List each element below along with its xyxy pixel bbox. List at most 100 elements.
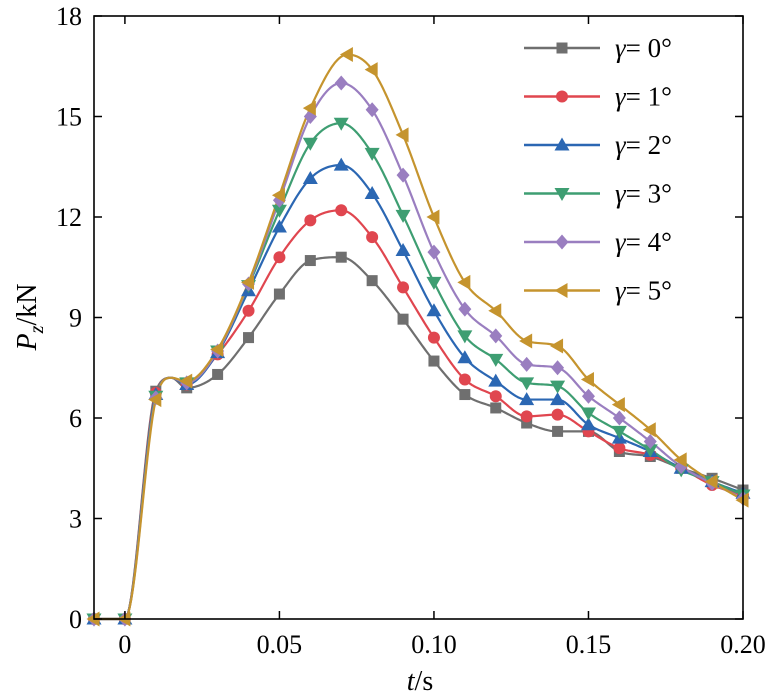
data-point-5 xyxy=(426,209,440,225)
data-point-1 xyxy=(242,304,255,317)
data-point-5 xyxy=(642,422,656,438)
legend-marker xyxy=(555,234,569,250)
legend-value: = 1° xyxy=(626,82,672,112)
y-axis-unit: /kN xyxy=(12,284,43,326)
data-point-2 xyxy=(550,392,566,406)
data-point-2 xyxy=(271,219,287,233)
data-point-5 xyxy=(179,373,193,389)
data-point-5 xyxy=(673,452,687,468)
legend-value: = 0° xyxy=(626,33,672,63)
legend-greek: γ xyxy=(615,227,627,257)
series-line-0 xyxy=(94,256,744,621)
x-tick-label: 0.20 xyxy=(720,630,766,659)
series-line-5 xyxy=(94,53,744,621)
series-line-1 xyxy=(94,209,744,621)
series-line-4 xyxy=(94,81,744,621)
legend-greek: γ xyxy=(615,33,627,63)
y-axis-subscript: z xyxy=(26,325,48,334)
data-point-2 xyxy=(364,186,380,200)
data-point-3 xyxy=(395,209,411,223)
x-tick-label: 0.10 xyxy=(411,630,457,659)
data-point-5 xyxy=(488,303,502,319)
legend-greek: γ xyxy=(615,179,627,209)
x-tick-label: 0.15 xyxy=(566,630,612,659)
y-axis-variable: P xyxy=(12,333,43,351)
data-point-5 xyxy=(210,341,224,357)
legend-value: = 2° xyxy=(626,130,672,160)
data-point-3 xyxy=(457,330,473,344)
data-point-5 xyxy=(241,274,255,290)
data-point-5 xyxy=(395,127,409,143)
legend-entry: γ= 2° xyxy=(524,130,672,160)
data-point-1 xyxy=(489,390,502,403)
legend-entry: γ= 4° xyxy=(524,227,672,257)
data-point-3 xyxy=(580,407,596,421)
data-point-3 xyxy=(364,147,380,161)
data-point-0 xyxy=(428,355,440,367)
data-point-3 xyxy=(333,117,349,131)
y-tick-label: 3 xyxy=(69,505,82,534)
legend-marker xyxy=(554,283,568,298)
data-point-0 xyxy=(366,275,378,287)
data-point-5 xyxy=(86,611,100,627)
data-point-1 xyxy=(304,214,317,227)
data-point-5 xyxy=(735,492,749,508)
data-point-1 xyxy=(551,408,564,421)
data-point-4 xyxy=(458,301,472,317)
data-point-0 xyxy=(552,425,564,437)
data-point-2 xyxy=(395,243,411,256)
data-point-4 xyxy=(489,328,503,344)
x-axis-variable: t xyxy=(407,666,416,697)
data-point-3 xyxy=(642,444,658,458)
data-point-2 xyxy=(426,303,442,317)
x-axis-unit: /s xyxy=(415,666,434,697)
legend-entry: γ= 3° xyxy=(524,179,672,209)
series-markers xyxy=(86,47,751,627)
legend-label: γ= 3° xyxy=(615,179,672,209)
data-point-5 xyxy=(339,47,353,63)
y-tick-label: 9 xyxy=(69,304,82,333)
x-axis-label: t/s xyxy=(407,666,433,697)
data-point-5 xyxy=(302,100,316,116)
legend-value: = 5° xyxy=(626,276,672,306)
y-tick-label: 18 xyxy=(56,2,82,31)
data-point-3 xyxy=(488,353,504,367)
data-point-0 xyxy=(304,255,316,267)
data-point-0 xyxy=(459,389,471,401)
legend-greek: γ xyxy=(615,130,627,160)
y-axis-label: Pz/kN xyxy=(12,284,48,352)
data-point-0 xyxy=(397,313,409,325)
data-point-0 xyxy=(273,288,285,300)
axis-ticks xyxy=(94,15,744,620)
data-point-3 xyxy=(302,137,318,151)
data-point-5 xyxy=(457,274,471,290)
data-point-1 xyxy=(366,231,379,244)
data-point-1 xyxy=(397,281,410,294)
legend-label: γ= 4° xyxy=(615,227,672,257)
data-point-0 xyxy=(521,417,533,429)
data-point-1 xyxy=(613,442,626,455)
data-point-1 xyxy=(427,331,440,344)
data-point-4 xyxy=(396,167,410,183)
data-point-2 xyxy=(333,157,349,171)
data-point-3 xyxy=(426,276,442,290)
legend-marker xyxy=(554,188,570,201)
x-tick-label: 0.05 xyxy=(257,630,303,659)
data-point-0 xyxy=(212,368,224,380)
data-point-2 xyxy=(488,373,504,387)
data-point-4 xyxy=(551,360,565,376)
y-tick-label: 6 xyxy=(69,404,82,433)
data-point-2 xyxy=(302,170,318,184)
tick-labels: 0 0.05 0.10 0.15 0.20 0 3 6 9 12 15 18 xyxy=(56,2,766,659)
x-tick-label: 0 xyxy=(118,630,131,659)
data-point-4 xyxy=(581,388,595,404)
y-tick-label: 15 xyxy=(56,103,82,132)
data-point-0 xyxy=(335,251,347,263)
data-point-5 xyxy=(611,397,625,413)
legend-label: γ= 5° xyxy=(615,276,672,306)
data-point-4 xyxy=(334,75,348,91)
legend-entry: γ= 5° xyxy=(524,276,672,306)
legend-label: γ= 1° xyxy=(615,82,672,112)
data-point-3 xyxy=(611,425,627,439)
